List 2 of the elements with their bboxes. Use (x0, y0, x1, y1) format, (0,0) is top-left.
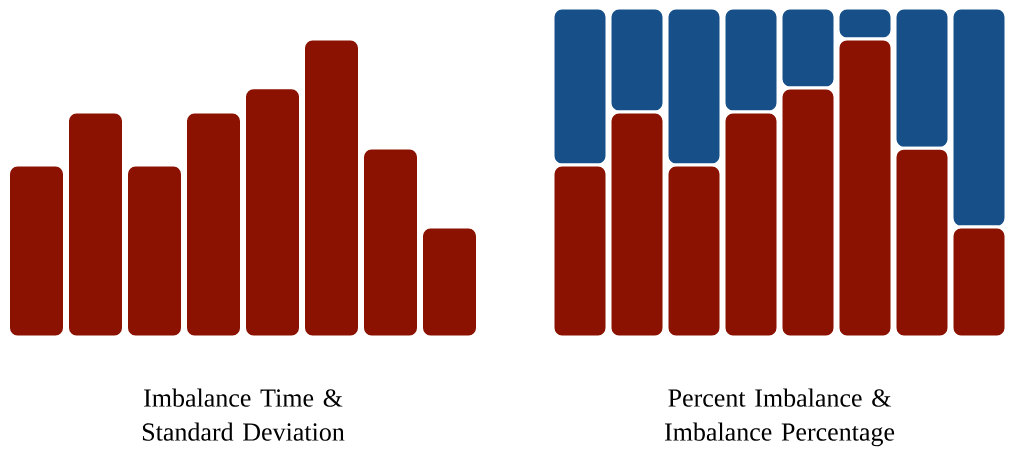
x-axis-title: Percent Imbalance & Imbalance Percentage (664, 388, 895, 447)
x-axis-title: Imbalance Time & Standard Deviation (142, 388, 345, 441)
